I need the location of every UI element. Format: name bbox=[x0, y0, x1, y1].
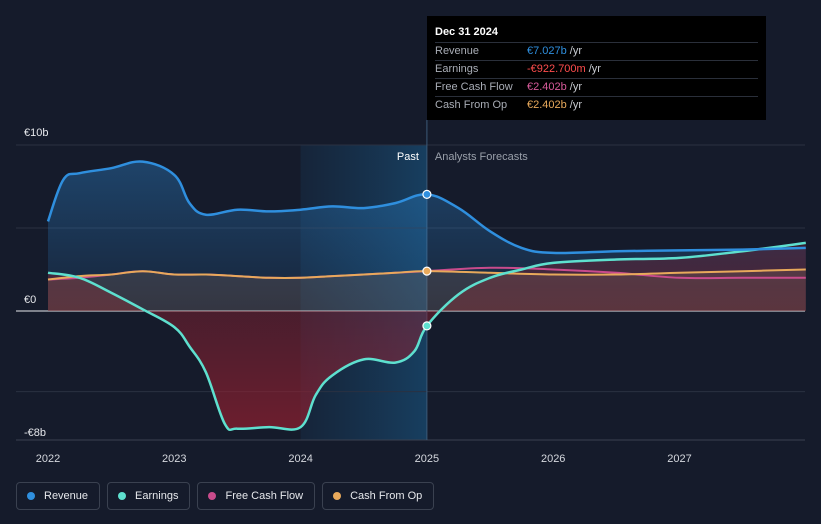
tooltip-row-value: €7.027b bbox=[527, 45, 567, 57]
y-tick-label: €0 bbox=[24, 294, 36, 306]
tooltip-row-value: €2.402b bbox=[527, 81, 567, 93]
x-tick-label: 2023 bbox=[162, 453, 186, 465]
cash-from-op-line bbox=[47, 268, 806, 281]
forecast-label: Analysts Forecasts bbox=[435, 151, 528, 163]
y-tick-label: -€8b bbox=[24, 427, 46, 439]
legend-item-free-cash-flow[interactable]: Free Cash Flow bbox=[197, 482, 316, 510]
legend-dot-icon bbox=[208, 492, 217, 500]
legend-dot-icon bbox=[118, 492, 127, 500]
past-label: Past bbox=[397, 151, 419, 163]
x-tick-label: 2022 bbox=[36, 453, 60, 465]
legend-dot-icon bbox=[27, 492, 35, 500]
legend-dot-icon bbox=[333, 492, 342, 500]
tooltip-row-unit: /yr bbox=[588, 63, 601, 75]
legend-item-revenue[interactable]: Revenue bbox=[16, 482, 101, 510]
cash-from-op-marker bbox=[422, 266, 432, 276]
legend-item-cash-from-op[interactable]: Cash From Op bbox=[322, 482, 435, 510]
axis-labels: €10b €0 -€8b 2022 2023 2024 2025 2026 2027 Past An… bbox=[24, 127, 692, 465]
earnings-marker bbox=[422, 321, 432, 331]
tooltip-row-value: -€922.700m bbox=[527, 63, 586, 75]
x-tick-label: 2027 bbox=[667, 453, 691, 465]
revenue-marker bbox=[422, 189, 432, 199]
x-tick-label: 2026 bbox=[541, 453, 565, 465]
cash-from-op-area bbox=[48, 269, 806, 311]
x-tick-label: 2025 bbox=[415, 453, 439, 465]
tooltip-row-name: Earnings bbox=[435, 63, 479, 75]
earnings-line bbox=[47, 241, 806, 432]
tooltip-row-cash-from-op: Cash From Op €2.402b /yr bbox=[435, 96, 758, 114]
tooltip-row-unit: /yr bbox=[569, 99, 582, 111]
tooltip-row-value: €2.402b bbox=[527, 99, 567, 111]
legend-label: Earnings bbox=[135, 490, 179, 502]
legend-item-earnings[interactable]: Earnings bbox=[107, 482, 191, 510]
revenue-line bbox=[46, 160, 806, 255]
x-tick-label: 2024 bbox=[288, 453, 312, 465]
series-lines bbox=[46, 160, 806, 432]
hover-markers bbox=[422, 189, 432, 331]
tooltip-date: Dec 31 2024 bbox=[435, 26, 498, 38]
tooltip-row-name: Revenue bbox=[435, 45, 480, 57]
tooltip: Dec 31 2024 Revenue €7.027b /yr Earnings… bbox=[427, 16, 766, 120]
tooltip-row-free-cash-flow: Free Cash Flow €2.402b /yr bbox=[435, 78, 758, 96]
tooltip-row-name: Cash From Op bbox=[435, 99, 508, 111]
tooltip-row-revenue: Revenue €7.027b /yr bbox=[435, 42, 758, 60]
earnings-area bbox=[48, 242, 806, 430]
tooltip-row-unit: /yr bbox=[569, 81, 582, 93]
y-tick-label: €10b bbox=[24, 127, 48, 139]
tooltip-row-unit: /yr bbox=[569, 45, 582, 57]
legend-label: Free Cash Flow bbox=[225, 490, 304, 502]
tooltip-row-name: Free Cash Flow bbox=[435, 81, 513, 93]
tooltip-row-earnings: Earnings -€922.700m /yr bbox=[435, 60, 758, 78]
legend-label: Revenue bbox=[44, 490, 89, 502]
legend: Revenue Earnings Free Cash Flow Cash Fro… bbox=[16, 482, 435, 510]
legend-label: Cash From Op bbox=[350, 490, 423, 502]
